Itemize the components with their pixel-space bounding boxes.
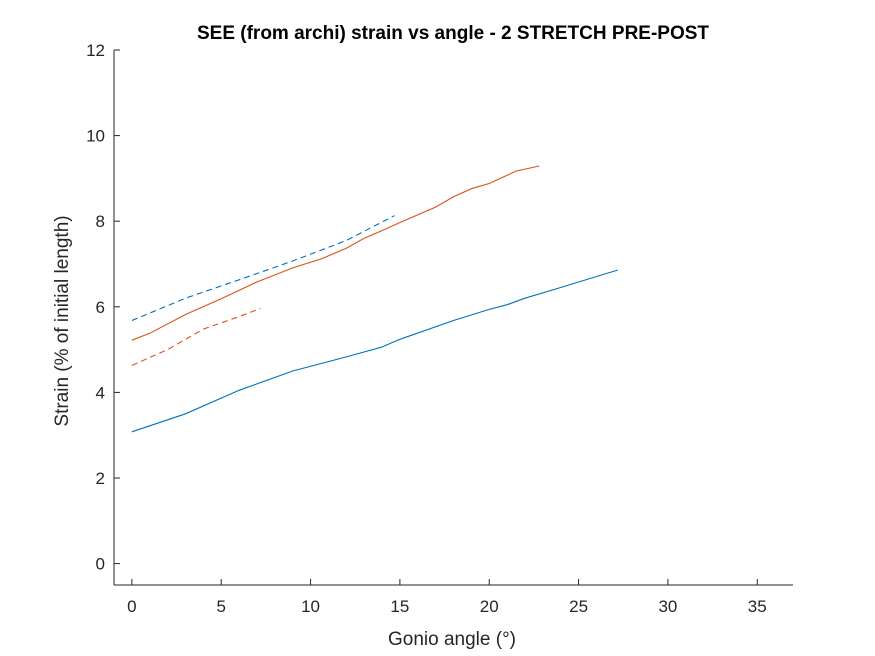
x-tick-label: 0 <box>127 597 136 616</box>
y-tick-label: 2 <box>96 469 105 488</box>
series-line-blue-dashed <box>131 215 395 322</box>
chart-title: SEE (from archi) strain vs angle - 2 STR… <box>197 23 709 44</box>
series-line-orange-dashed <box>131 307 261 366</box>
y-tick-label: 4 <box>96 383 105 402</box>
y-axis-label: Strain (% of initial length) <box>52 215 73 426</box>
x-tick-label: 10 <box>301 597 320 616</box>
y-tick-label: 8 <box>96 212 105 231</box>
x-tick-label: 35 <box>748 597 767 616</box>
x-axis-label: Gonio angle (°) <box>388 629 516 650</box>
x-tick-label: 30 <box>658 597 677 616</box>
y-tick-label: 6 <box>96 298 105 317</box>
x-ticks: 0 5 10 15 20 25 30 35 <box>127 579 767 616</box>
y-ticks: 0 2 4 6 8 10 12 <box>86 41 120 574</box>
series-line-orange-solid <box>131 165 540 341</box>
x-tick-label: 20 <box>480 597 499 616</box>
x-tick-label: 15 <box>390 597 409 616</box>
y-tick-label: 12 <box>86 41 105 60</box>
x-tick-label: 5 <box>216 597 225 616</box>
axes <box>113 50 793 586</box>
x-tick-label: 25 <box>569 597 588 616</box>
plot-lines <box>131 165 619 433</box>
y-tick-label: 0 <box>96 555 105 574</box>
y-tick-label: 10 <box>86 127 105 146</box>
series-line-blue-solid <box>131 269 619 433</box>
